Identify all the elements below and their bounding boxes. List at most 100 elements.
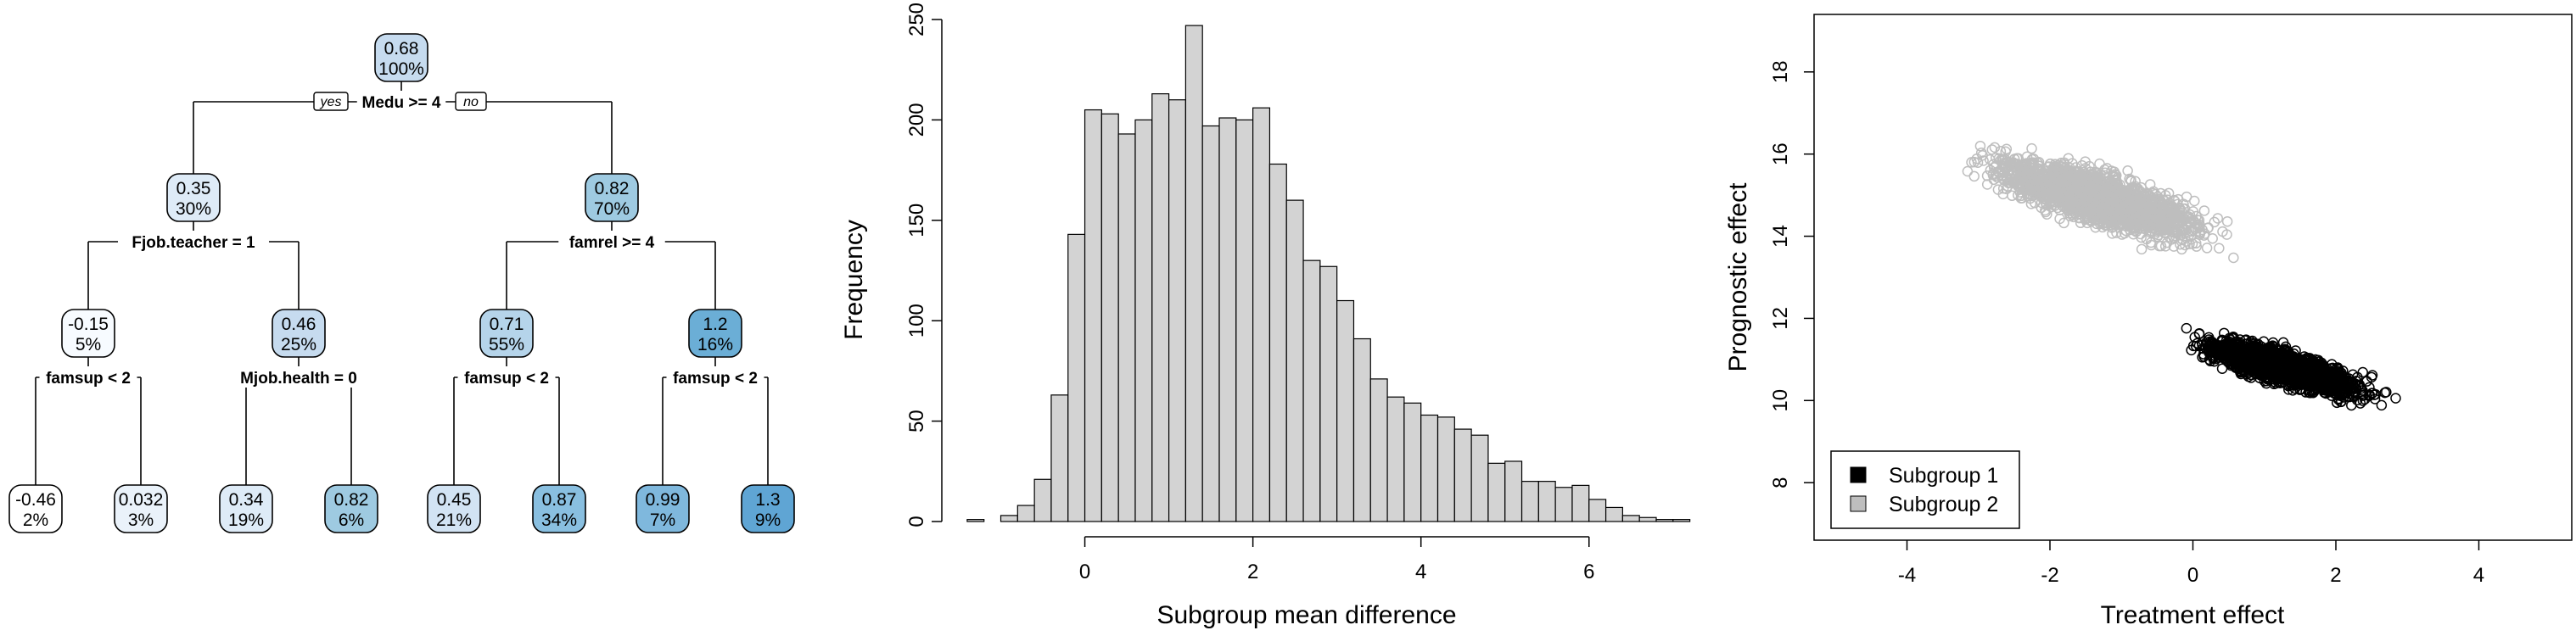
scatter-x-tick-label: 4 — [2473, 564, 2484, 587]
histogram-x-tick-label: 4 — [1415, 561, 1426, 583]
scatter-point — [2271, 343, 2282, 354]
scatter-point — [2122, 165, 2133, 176]
scatter-point — [2192, 215, 2204, 226]
tree-node-percent: 55% — [489, 335, 524, 354]
scatter-point — [2053, 174, 2064, 185]
scatter-point — [1968, 170, 1980, 182]
tree-node-value: 0.34 — [229, 490, 264, 510]
histogram-bar — [1520, 481, 1539, 522]
scatter-point — [2158, 198, 2170, 210]
scatter-point — [2141, 233, 2153, 245]
scatter-point — [2352, 380, 2364, 392]
scatter-point — [2364, 382, 2375, 393]
scatter-point — [2094, 158, 2105, 170]
scatter-point — [2045, 196, 2057, 207]
tree-node-box — [61, 309, 115, 358]
tree-node-percent: 19% — [228, 510, 264, 530]
histogram-bar — [1537, 481, 1556, 522]
scatter-point — [2025, 198, 2037, 209]
tree-node-box — [741, 484, 795, 533]
scatter-point — [2190, 340, 2202, 352]
tree-node-box — [636, 484, 690, 533]
scatter-point — [2166, 234, 2177, 245]
scatter-point — [2263, 353, 2274, 365]
tree-node-percent: 21% — [436, 510, 472, 530]
scatter-point — [1988, 159, 1999, 170]
histogram-bar — [1588, 499, 1607, 522]
histogram-bar — [1000, 515, 1018, 522]
scatter-point — [2067, 190, 2079, 202]
scatter-point — [2284, 380, 2296, 391]
scatter-x-tick-label: 2 — [2330, 564, 2341, 587]
tree-node-value: 0.46 — [282, 315, 316, 334]
scatter-point — [2009, 176, 2021, 187]
scatter-point — [2322, 377, 2334, 388]
scatter-point — [1978, 155, 1989, 166]
scatter-point — [2127, 192, 2138, 204]
no-label-box — [455, 92, 487, 111]
histogram-bar — [1151, 93, 1170, 522]
scatter-point — [2021, 151, 2033, 162]
scatter-x-tick-label: -4 — [1898, 564, 1916, 587]
scatter-point — [2226, 338, 2237, 349]
tree-node-value: 0.71 — [490, 315, 524, 334]
split-label: Medu >= 4 — [362, 94, 441, 112]
histogram-bar — [1487, 462, 1506, 522]
scatter-point — [2309, 363, 2321, 374]
histogram-bar — [1369, 378, 1388, 522]
scatter-y-tick-label: 12 — [1769, 307, 1792, 330]
histogram-y-tick-label: 250 — [905, 3, 928, 36]
histogram-y-tick-label: 0 — [905, 516, 928, 527]
histogram-bar — [1554, 487, 1573, 522]
scatter-point — [1996, 153, 2008, 165]
scatter-point — [2265, 351, 2276, 362]
scatter-point — [2109, 187, 2120, 198]
scatter-point — [2214, 243, 2225, 254]
scatter-point — [2078, 191, 2090, 202]
scatter-point — [2277, 337, 2289, 349]
scatter-point — [1994, 166, 2005, 178]
histogram-x-tick-label: 6 — [1583, 561, 1594, 583]
scatter-point — [1995, 146, 2007, 157]
scatter-point — [2187, 238, 2198, 249]
scatter-point — [2252, 342, 2264, 353]
tree-node-value: -0.46 — [15, 490, 56, 510]
tree-node-box — [114, 484, 168, 533]
scatter-point — [1974, 140, 1986, 152]
scatter-x-axis-title: Treatment effect — [2101, 601, 2285, 629]
tree-node-box — [272, 309, 326, 358]
scatter-point — [2065, 204, 2077, 215]
histogram-bar — [1420, 414, 1439, 522]
tree-node-percent: 3% — [128, 510, 154, 530]
scatter-points — [1962, 140, 2401, 411]
scatter-point — [2175, 218, 2186, 229]
scatter-point — [2340, 372, 2352, 383]
tree-edges — [35, 81, 769, 485]
scatter-series-subgroup-1 — [2181, 322, 2401, 411]
scatter-legend: Subgroup 1 Subgroup 2 — [1830, 450, 2020, 529]
scatter-point — [2243, 345, 2254, 357]
scatter-point — [2289, 368, 2301, 380]
scatter-point — [2180, 239, 2191, 251]
tree-node-box — [585, 173, 639, 222]
scatter-point — [2101, 209, 2112, 220]
scatter-point — [1971, 153, 1983, 165]
scatter-point — [2080, 204, 2092, 215]
histogram-bar — [1638, 516, 1657, 522]
tree-node-box — [374, 33, 428, 82]
tree-node-value: 0.82 — [595, 179, 630, 198]
tree-node-percent: 2% — [23, 510, 48, 530]
scatter-point — [2390, 393, 2401, 404]
tree-node-percent: 30% — [176, 199, 211, 219]
scatter-point — [2090, 209, 2102, 220]
scatter-point — [2159, 200, 2170, 211]
scatter-point — [2113, 200, 2124, 211]
tree-node-percent: 9% — [755, 510, 781, 530]
scatter-point — [2042, 168, 2054, 180]
histogram-bar — [1302, 259, 1321, 522]
split-label: Fjob.teacher = 1 — [132, 234, 255, 252]
legend-label-subgroup-2: Subgroup 2 — [1889, 493, 1998, 516]
